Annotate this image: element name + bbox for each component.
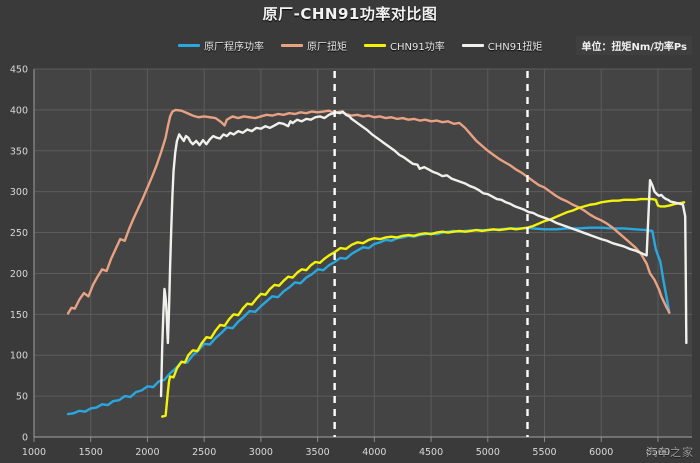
xtick-label-1500: 1500	[79, 447, 103, 458]
series-line-chn91_torque[interactable]	[159, 110, 688, 398]
series-line-stock_power[interactable]	[66, 226, 671, 416]
legend-label-chn91_torque: CHN91扭矩	[487, 42, 543, 53]
legend-swatch-chn91_power	[364, 44, 386, 47]
legend-label-stock_torque: 原厂扭矩	[307, 42, 347, 53]
legend-item-stock_torque[interactable]: 原厂扭矩	[281, 38, 347, 53]
watermark: 汽车之家	[646, 446, 694, 459]
legend-item-chn91_torque[interactable]: CHN91扭矩	[461, 38, 543, 53]
legend-item-stock_power[interactable]: 原厂程序功率	[178, 38, 264, 53]
legend-swatch-stock_power	[178, 44, 200, 47]
chart-legend: 原厂程序功率 原厂扭矩 CHN91功率 CHN91扭矩	[178, 38, 542, 53]
legend-label-stock_power: 原厂程序功率	[204, 42, 264, 53]
xtick-label-4500: 4500	[419, 447, 443, 458]
ytick-label-300: 300	[10, 187, 28, 198]
ytick-label-250: 250	[10, 228, 28, 239]
xtick-label-2000: 2000	[135, 447, 159, 458]
series-line-stock_torque[interactable]	[66, 108, 671, 315]
ytick-label-50: 50	[16, 392, 28, 403]
page-title: 原厂-CHN91功率对比图	[262, 5, 438, 23]
xtick-label-6500: 6500	[646, 447, 670, 458]
unit-note: 单位：扭矩Nm/功率Ps	[576, 36, 692, 55]
xtick-label-3000: 3000	[249, 447, 273, 458]
ytick-label-100: 100	[10, 351, 28, 362]
legend-item-chn91_power[interactable]: CHN91功率	[364, 38, 445, 53]
xtick-label-2500: 2500	[192, 447, 216, 458]
ytick-label-0: 0	[22, 433, 28, 444]
series-line-chn91_power[interactable]	[160, 197, 686, 418]
legend-label-chn91_power: CHN91功率	[390, 42, 445, 53]
plot-background	[34, 69, 692, 437]
ytick-label-150: 150	[10, 310, 28, 321]
ytick-label-450: 450	[10, 65, 28, 76]
legend-swatch-stock_torque	[281, 44, 303, 47]
legend-swatch-chn91_torque	[461, 44, 484, 47]
xtick-label-6000: 6000	[589, 447, 613, 458]
xtick-label-4000: 4000	[362, 447, 386, 458]
ytick-label-350: 350	[10, 146, 28, 157]
xtick-label-5000: 5000	[476, 447, 500, 458]
ytick-label-200: 200	[10, 269, 28, 280]
xtick-label-3500: 3500	[306, 447, 330, 458]
xtick-label-5500: 5500	[532, 447, 556, 458]
xtick-label-1000: 1000	[22, 447, 46, 458]
ytick-label-400: 400	[10, 105, 28, 116]
